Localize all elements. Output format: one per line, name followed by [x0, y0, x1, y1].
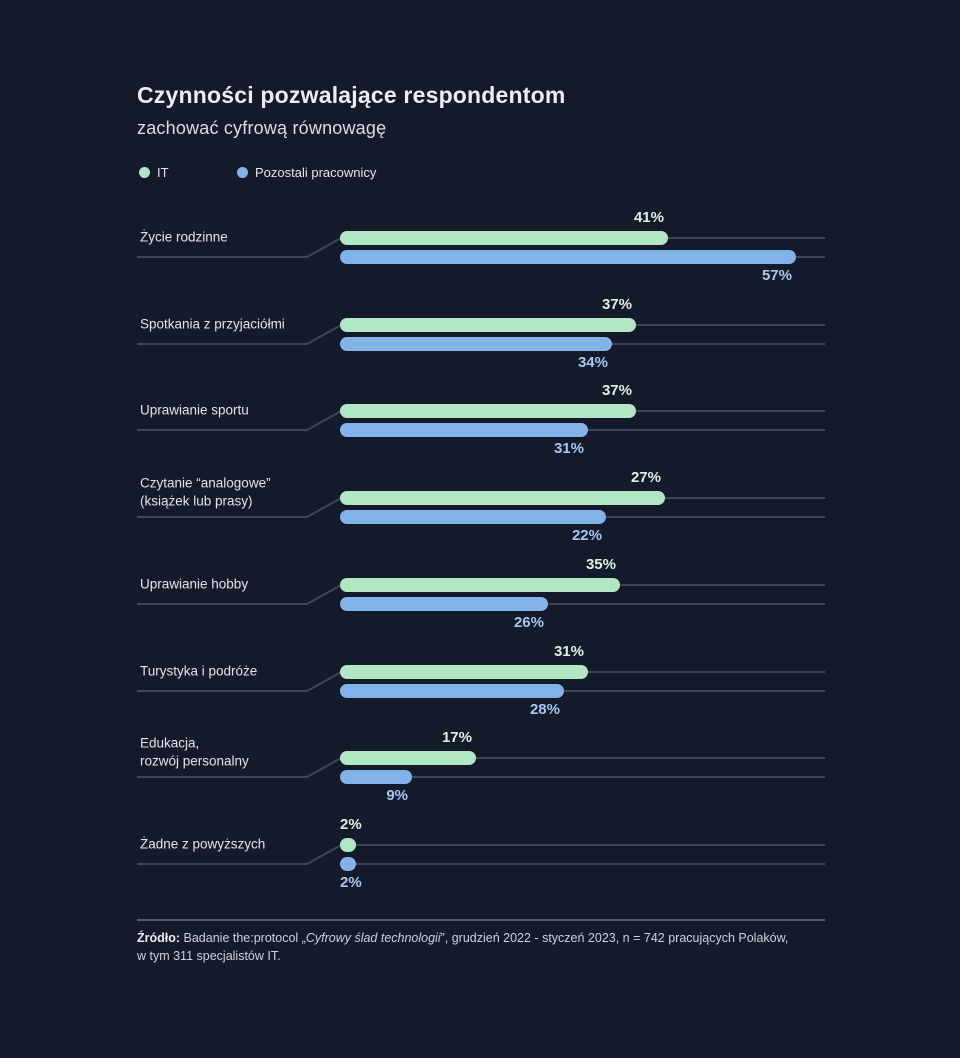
connector-diagonal: [306, 497, 342, 518]
bar-rest: [340, 597, 548, 611]
value-label-rest: 31%: [553, 440, 584, 457]
page-subtitle: zachować cyfrową równowagę: [137, 118, 387, 138]
source-text-2: ”, grudzień 2022 - styczeń 2023, n = 742…: [440, 931, 789, 945]
value-label-rest: 57%: [761, 267, 792, 284]
connector-line: [137, 863, 307, 865]
bar-rest: [340, 250, 796, 264]
connector-line: [137, 343, 307, 345]
connector-diagonal: [306, 324, 342, 345]
bar-track-rest: [341, 776, 825, 778]
connector-line: [137, 776, 307, 778]
category-label: Żadne z powyższych: [140, 836, 266, 852]
legend-label-it: IT: [157, 165, 169, 180]
category-label: Uprawianie sportu: [140, 402, 249, 418]
connector-diagonal: [306, 237, 342, 258]
bar-track-rest: [341, 863, 825, 865]
legend-item-it: IT: [139, 165, 169, 180]
bar-track-it: [341, 757, 825, 759]
connector-line: [137, 516, 307, 518]
source-prefix: Źródło:: [137, 931, 181, 945]
connector-line: [137, 429, 307, 431]
legend-swatch-rest: [237, 167, 248, 178]
value-label-it: 37%: [601, 296, 632, 313]
bar-rest: [340, 337, 612, 351]
value-label-it: 35%: [585, 556, 616, 573]
category-label: Edukacja, rozwój personalny: [140, 735, 249, 769]
bar-it: [340, 578, 620, 592]
bar-rest: [340, 770, 412, 784]
connector-diagonal: [306, 757, 342, 778]
bar-it: [340, 751, 476, 765]
value-label-rest: 34%: [577, 354, 608, 371]
category-label: Turystyka i podróże: [140, 663, 258, 679]
value-label-rest: 9%: [386, 787, 408, 804]
bar-it: [340, 838, 356, 852]
value-label-rest: 22%: [571, 527, 602, 544]
bar-it: [340, 665, 588, 679]
bar-rest: [340, 423, 588, 437]
connector-diagonal: [306, 671, 342, 692]
bar-it: [340, 491, 665, 505]
bar-it: [340, 404, 636, 418]
category-label: Życie rodzinne: [140, 229, 228, 245]
connector-diagonal: [306, 584, 342, 605]
connector-diagonal: [306, 844, 342, 865]
connector-line: [137, 603, 307, 605]
bar-rest: [340, 684, 564, 698]
value-label-rest: 2%: [340, 874, 362, 891]
value-label-rest: 28%: [529, 701, 560, 718]
value-label-it: 41%: [633, 209, 664, 226]
bar-track-rest: [341, 603, 825, 605]
source-text-line2: w tym 311 specjalistów IT.: [137, 949, 281, 963]
value-label-it: 27%: [630, 469, 661, 486]
value-label-it: 17%: [441, 729, 472, 746]
bar-it: [340, 231, 668, 245]
legend-label-rest: Pozostali pracownicy: [255, 165, 377, 180]
value-label-it: 37%: [601, 382, 632, 399]
legend-item-rest: Pozostali pracownicy: [237, 165, 376, 180]
footer-separator-line: [137, 919, 825, 921]
bar-track-it: [341, 844, 825, 846]
page-title: Czynności pozwalające respondentom: [137, 82, 566, 108]
value-label-rest: 26%: [513, 614, 544, 631]
bar-rest: [340, 857, 356, 871]
category-label: Czytanie “analogowe” (książek lub prasy): [140, 475, 271, 509]
bar-rest: [340, 510, 606, 524]
bar-it: [340, 318, 636, 332]
connector-line: [137, 256, 307, 258]
category-label: Spotkania z przyjaciółmi: [140, 316, 285, 332]
bar-track-rest: [341, 690, 825, 692]
source-note: Źródło: Badanie the:protocol „Cyfrowy śl…: [137, 929, 837, 965]
source-text-1: Badanie the:protocol „: [180, 931, 306, 945]
category-label: Uprawianie hobby: [140, 576, 249, 592]
value-label-it: 31%: [553, 643, 584, 660]
source-study-title: Cyfrowy ślad technologii: [305, 931, 441, 945]
connector-line: [137, 690, 307, 692]
connector-diagonal: [306, 410, 342, 431]
legend-swatch-it: [139, 167, 150, 178]
value-label-it: 2%: [340, 816, 362, 833]
